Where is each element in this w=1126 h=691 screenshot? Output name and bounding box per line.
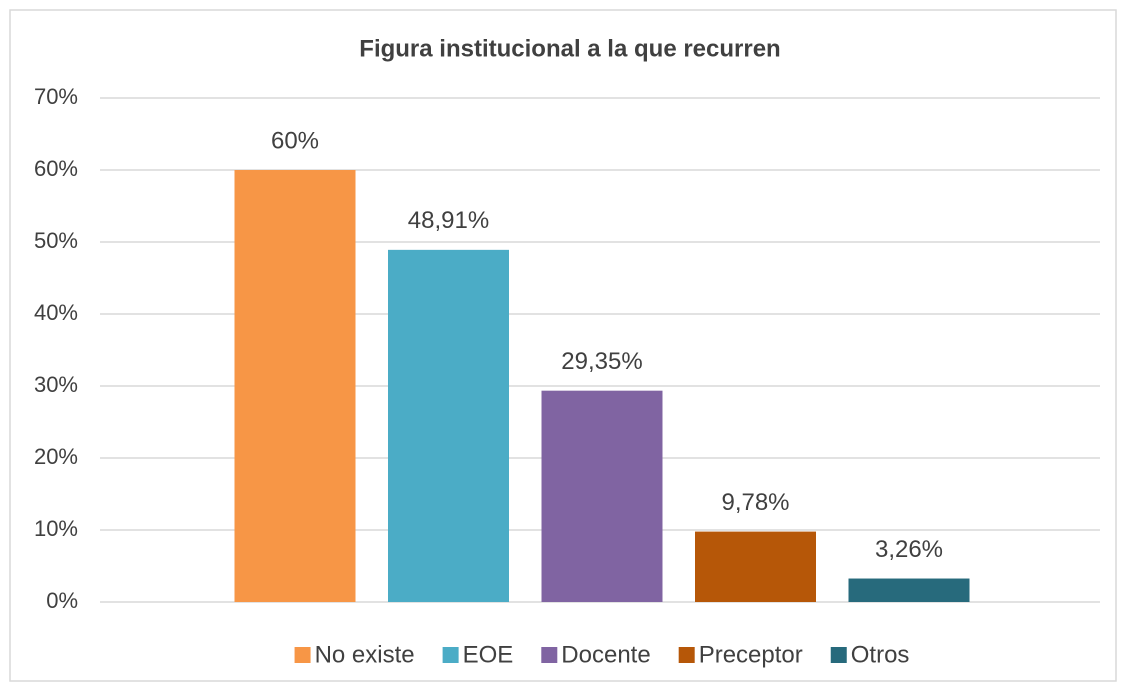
y-tick-label: 40%: [34, 300, 78, 325]
value-label: 29,35%: [561, 348, 642, 375]
value-label: 9,78%: [721, 489, 789, 516]
value-label: 3,26%: [875, 536, 943, 563]
bar: [541, 390, 663, 602]
bar: [695, 531, 816, 602]
y-tick-label: 10%: [34, 516, 78, 541]
bar: [848, 578, 970, 602]
legend-swatch: [830, 647, 847, 663]
bar: [234, 170, 356, 602]
legend-swatch: [541, 647, 558, 663]
legend-label: Docente: [561, 641, 650, 668]
legend-label: Otros: [851, 641, 910, 668]
legend-swatch: [442, 647, 459, 663]
y-tick-label: 70%: [34, 84, 78, 109]
chart-title: Figura institucional a la que recurren: [359, 35, 780, 62]
legend-swatch: [678, 647, 695, 663]
bar: [388, 249, 509, 602]
legend-label: No existe: [315, 641, 415, 668]
legend-label: Preceptor: [699, 641, 803, 668]
y-tick-label: 60%: [34, 156, 78, 181]
value-label: 48,91%: [408, 207, 489, 234]
y-tick-label: 20%: [34, 444, 78, 469]
value-label: 60%: [271, 127, 319, 154]
legend-label: EOE: [463, 641, 514, 668]
legend-swatch: [294, 647, 311, 663]
y-tick-label: 0%: [46, 588, 78, 613]
y-tick-label: 30%: [34, 372, 78, 397]
y-tick-label: 50%: [34, 228, 78, 253]
